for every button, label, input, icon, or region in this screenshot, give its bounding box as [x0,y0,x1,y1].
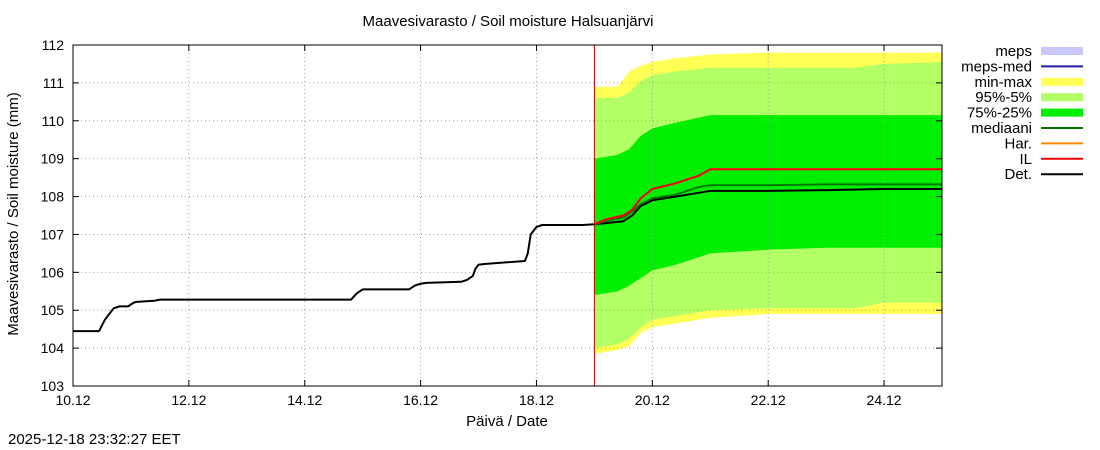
y-tick-label: 110 [42,113,65,129]
plot-frame [72,44,943,387]
x-tick-label: 24.12 [867,392,902,408]
legend-label: min-max [974,74,1032,91]
legend-label: Det. [1004,166,1032,183]
x-tick-label: 22.12 [751,392,786,408]
y-tick-label: 105 [41,302,65,318]
chart-title: Maavesivarasto / Soil moisture Halsuanjä… [363,13,654,30]
legend-label: 95%-5% [975,89,1032,106]
legend-label: Har. [1004,135,1032,152]
y-tick-label: 106 [41,264,65,280]
x-tick-label: 20.12 [635,392,670,408]
legend-swatch [1041,93,1083,102]
legend-label: IL [1019,151,1032,168]
x-tick-label: 12.12 [171,392,206,408]
legend-label: 75%-25% [967,105,1032,122]
legend: mepsmeps-medmin-max95%-5%75%-25%mediaani… [961,43,1083,183]
y-tick-label: 108 [41,189,65,205]
tick-labels: 10.12 12.12 14.12 16.12 18.12 20.12 22.12 24.12… [41,37,902,408]
legend-swatch [1041,47,1083,55]
x-tick-label: 18.12 [519,392,554,408]
y-tick-label: 112 [42,37,65,53]
y-axis-label: Maavesivarasto / Soil moisture (mm) [5,92,22,335]
timestamp: 2025-12-18 23:32:27 EET [8,431,181,448]
x-tick-label: 14.12 [287,392,322,408]
x-tick-label: 10.12 [55,392,90,408]
legend-swatch [1041,108,1083,117]
x-axis-label: Päivä / Date [466,413,548,430]
legend-label: meps [995,43,1032,60]
series-line-mediaani [594,183,942,226]
data-lines [73,45,942,386]
series-line-il [594,168,942,226]
plot-border [72,44,943,387]
y-tick-label: 111 [43,75,64,91]
legend-label: meps-med [961,58,1032,75]
y-tick-label: 104 [41,340,65,356]
x-tick-label: 16.12 [403,392,438,408]
series-line-det [73,188,942,333]
legend-label: mediaani [971,120,1032,137]
y-tick-label: 109 [41,151,65,167]
legend-swatch [1041,77,1083,86]
y-tick-label: 107 [41,226,65,242]
y-tick-label: 103 [41,378,65,394]
